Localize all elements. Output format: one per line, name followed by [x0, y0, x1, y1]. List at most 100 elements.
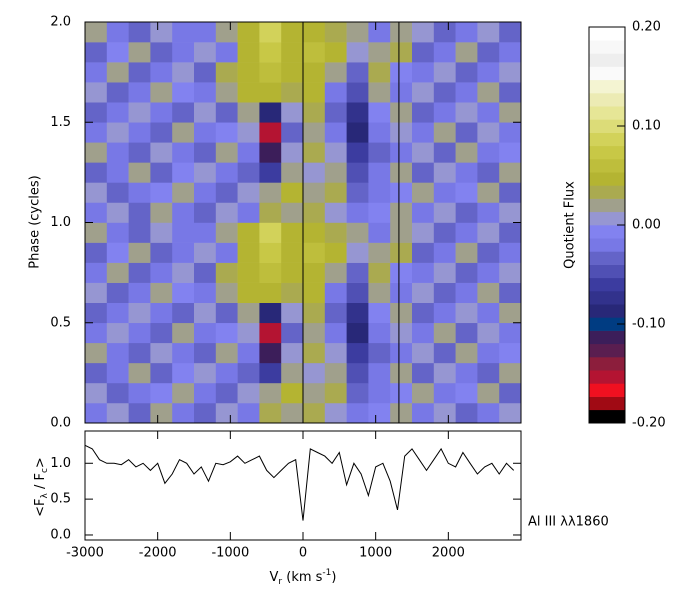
heatmap-cell	[281, 182, 304, 203]
heatmap-cell	[499, 162, 522, 183]
heatmap-cell	[106, 322, 129, 344]
heatmap-cell	[106, 222, 129, 243]
heatmap-cell	[215, 102, 238, 123]
heatmap-cell	[455, 182, 478, 203]
heatmap-cell	[259, 162, 282, 183]
heatmap-cell	[237, 62, 260, 83]
heatmap-cell	[85, 222, 108, 243]
heatmap-cell	[259, 282, 282, 303]
heatmap-cell	[368, 82, 391, 103]
colorbar-swatch	[589, 343, 625, 358]
heatmap-cell	[128, 282, 151, 303]
heatmap-cell	[324, 82, 347, 103]
heatmap-cell	[433, 162, 456, 183]
heatmap-cell	[303, 302, 326, 324]
heatmap-cell	[390, 362, 413, 384]
x-tick-label: 2000	[432, 546, 465, 561]
heatmap-cell	[281, 382, 304, 404]
heatmap-cell	[499, 242, 522, 263]
heatmap-cell	[150, 42, 173, 63]
heatmap-cell	[237, 22, 260, 43]
y-tick-label: 2.0	[50, 15, 71, 30]
heatmap-cell	[390, 62, 413, 83]
colorbar-swatch	[589, 198, 625, 213]
heatmap-cell	[390, 182, 413, 203]
heatmap-cell	[106, 282, 129, 303]
heatmap-cell	[303, 382, 326, 404]
colorbar-swatch	[589, 211, 625, 226]
heatmap-cell	[106, 202, 129, 223]
heatmap-cell	[368, 142, 391, 163]
heatmap-cell	[128, 342, 151, 364]
heatmap-cell	[215, 222, 238, 243]
x-tick-label: 0	[299, 546, 307, 561]
heatmap-cell	[128, 22, 151, 43]
heatmap-cell	[477, 302, 500, 324]
colorbar-swatch	[589, 330, 625, 345]
heatmap-cell	[368, 302, 391, 324]
heatmap-cell	[106, 362, 129, 384]
heatmap-cell	[346, 82, 369, 103]
colorbar-swatch	[589, 238, 625, 252]
heatmap-cell	[303, 402, 326, 424]
heatmap-cell	[194, 222, 217, 243]
heatmap-cell	[237, 142, 260, 163]
x-label-sub: r	[278, 577, 282, 587]
heatmap-cell	[499, 182, 522, 203]
heatmap-cell	[259, 242, 282, 263]
heatmap-cell	[499, 122, 522, 143]
heatmap-cell	[324, 382, 347, 404]
heatmap-cell	[85, 322, 108, 344]
heatmap-cell	[237, 402, 260, 424]
heatmap-cell	[412, 122, 435, 143]
heatmap-cell	[106, 42, 129, 63]
heatmap-cell	[281, 262, 304, 283]
heatmap-cell	[499, 42, 522, 63]
heatmap-cell	[150, 142, 173, 163]
heatmap-cell	[368, 202, 391, 223]
heatmap-cell	[128, 62, 151, 83]
heatmap-cell	[412, 182, 435, 203]
heatmap-cell	[455, 142, 478, 163]
y-label-sub: λ	[40, 492, 50, 498]
heatmap-cell	[499, 202, 522, 223]
heatmap-cell	[237, 342, 260, 364]
colorbar-swatch	[589, 264, 625, 279]
colorbar-swatch	[589, 106, 625, 120]
heatmap-cell	[324, 342, 347, 364]
heatmap-cell	[499, 302, 522, 324]
heatmap-cell	[172, 62, 195, 83]
heatmap-cell	[324, 142, 347, 163]
y-label-open: <F	[33, 498, 48, 516]
heatmap-cell	[412, 302, 435, 324]
heatmap-cell	[237, 322, 260, 344]
heatmap-cell	[324, 62, 347, 83]
heatmap-cell	[259, 22, 282, 43]
heatmap-cell	[150, 62, 173, 83]
heatmap-cell	[346, 142, 369, 163]
heatmap-cell	[85, 182, 108, 203]
colorbar-swatch	[589, 159, 625, 173]
heatmap-cell	[194, 282, 217, 303]
heatmap-cell	[106, 302, 129, 324]
heatmap-cell	[303, 62, 326, 83]
colorbar-swatch	[589, 27, 625, 41]
heatmap-cell	[390, 322, 413, 344]
heatmap-cell	[477, 342, 500, 364]
heatmap-cell	[194, 182, 217, 203]
heatmap-cell	[150, 22, 173, 43]
heatmap-cell	[106, 182, 129, 203]
heatmap-cell	[433, 222, 456, 243]
heatmap-cell	[85, 22, 108, 43]
heatmap-cell	[128, 382, 151, 404]
heatmap-cell	[455, 62, 478, 83]
heatmap-cell	[259, 262, 282, 283]
heatmap-cell	[477, 182, 500, 203]
heatmap-cell	[433, 82, 456, 103]
heatmap-cell	[281, 22, 304, 43]
heatmap-cell	[128, 302, 151, 324]
heatmap-cell	[259, 202, 282, 223]
heatmap-cell	[477, 22, 500, 43]
annotation: Al III λλ1860	[528, 515, 609, 530]
heatmap-cell	[194, 382, 217, 404]
